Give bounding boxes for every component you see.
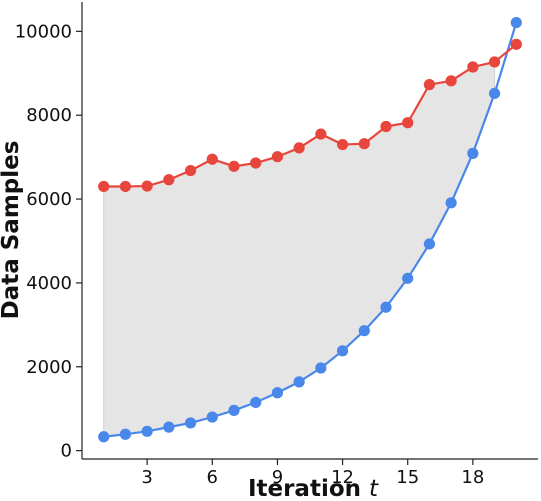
x-axis-title-variable: t [369,476,379,501]
series-1 [98,16,522,443]
y-tick-label: 4000 [26,273,72,294]
series-0 [98,38,522,193]
data-point [119,428,132,440]
data-point [445,75,457,87]
data-point [250,157,262,169]
data-point [488,87,501,99]
x-tick-label: 3 [141,467,152,488]
y-tick-label: 2000 [26,357,72,378]
data-point [423,238,436,250]
data-point [467,147,479,159]
x-tick-label: 6 [207,467,218,488]
data-point [271,387,284,399]
data-point [163,421,175,433]
y-tick-label: 6000 [26,189,72,210]
data-point [423,78,436,91]
data-point [402,117,414,129]
x-tick-label: 18 [461,467,484,488]
ticks: 3 6 9 12 15 18 0 2000 4000 6000 8000 10000 [15,21,485,488]
x-tick-label: 9 [272,467,283,488]
x-axis-title-space [361,476,369,501]
data-point [358,325,370,337]
data-point [380,120,392,133]
data-point [98,180,110,193]
data-point [206,153,218,165]
y-tick-label: 10000 [15,21,72,42]
data-point [315,362,327,374]
x-tick-label: 12 [331,467,354,488]
x-axis-title-text: Iteration [248,476,361,501]
data-point [445,197,457,209]
data-point [358,138,370,150]
y-tick-label: 8000 [26,105,72,126]
data-point [467,61,479,73]
data-point [402,272,414,284]
data-point [380,301,392,313]
y-tick-label: 0 [61,441,72,462]
data-point [293,376,305,388]
axes [81,2,538,460]
data-point [510,16,522,29]
y-axis-title: Data Samples [0,141,24,320]
series-layer [98,16,522,443]
data-point [510,38,522,50]
data-point [228,160,240,172]
data-point [141,180,153,192]
x-axis-title: Iteration t [248,476,379,501]
data-point [184,417,197,429]
data-point [293,142,305,154]
x-tick-label: 15 [396,467,419,488]
data-point [228,404,240,416]
data-point [336,345,349,357]
data-point [271,151,284,163]
data-point [119,180,132,193]
data-point [336,138,349,151]
data-point [141,425,153,437]
data-point [206,411,218,423]
data-point [163,174,175,186]
data-point [250,396,262,408]
data-point [488,56,501,68]
data-point [98,431,110,443]
data-point [315,128,327,140]
data-point [184,164,197,177]
